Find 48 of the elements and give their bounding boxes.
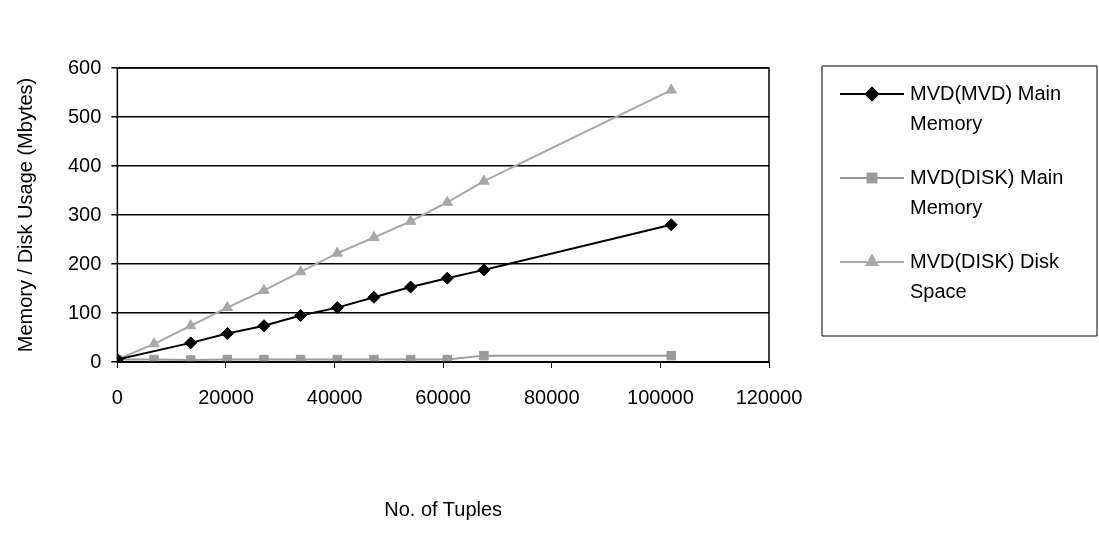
point bbox=[149, 354, 159, 362]
point bbox=[294, 265, 307, 276]
point bbox=[477, 263, 491, 277]
x-tick-label: 40000 bbox=[306, 385, 363, 408]
point bbox=[404, 280, 418, 294]
point bbox=[257, 319, 271, 333]
x-tick-label: 0 bbox=[111, 385, 123, 408]
point bbox=[295, 354, 306, 362]
y-tick-label: 300 bbox=[67, 202, 102, 225]
point bbox=[441, 195, 453, 206]
y-tick-label: 100 bbox=[67, 300, 102, 323]
x-tick-label: 60000 bbox=[415, 385, 471, 408]
y-tick-label: 600 bbox=[67, 55, 102, 78]
point bbox=[184, 336, 198, 350]
point bbox=[404, 214, 417, 225]
point bbox=[148, 337, 160, 348]
x-axis-title: No. of Tuples bbox=[384, 497, 503, 520]
x-tick-label: 80000 bbox=[523, 385, 580, 408]
point bbox=[294, 308, 308, 322]
x-tick-label: 120000 bbox=[735, 385, 803, 408]
point bbox=[220, 327, 234, 341]
legend-label: MVD(DISK) Disk Space bbox=[910, 249, 1060, 302]
y-tick-label: 400 bbox=[67, 153, 102, 176]
point bbox=[222, 354, 233, 362]
y-tick-label: 0 bbox=[90, 349, 102, 372]
point bbox=[368, 231, 380, 242]
point bbox=[664, 218, 678, 232]
point bbox=[479, 350, 489, 361]
point bbox=[331, 246, 343, 257]
y-tick-label: 500 bbox=[67, 104, 102, 127]
point bbox=[258, 283, 270, 294]
legend-label: MVD(MVD) Main Memory bbox=[910, 81, 1062, 134]
point bbox=[330, 301, 344, 315]
point bbox=[259, 354, 269, 362]
x-tick-label: 20000 bbox=[198, 385, 254, 408]
point bbox=[367, 290, 381, 304]
y-axis-title: Memory / Disk Usage (Mbytes) bbox=[13, 77, 36, 353]
point bbox=[369, 354, 379, 362]
point bbox=[442, 354, 452, 362]
point bbox=[478, 174, 490, 185]
point bbox=[666, 350, 676, 361]
point bbox=[665, 83, 677, 94]
point bbox=[332, 354, 343, 362]
point bbox=[221, 301, 234, 312]
x-tick-label: 100000 bbox=[627, 385, 694, 408]
y-tick-label: 200 bbox=[67, 251, 102, 274]
point bbox=[440, 271, 454, 285]
legend-label: MVD(DISK) Main Memory bbox=[910, 165, 1064, 218]
